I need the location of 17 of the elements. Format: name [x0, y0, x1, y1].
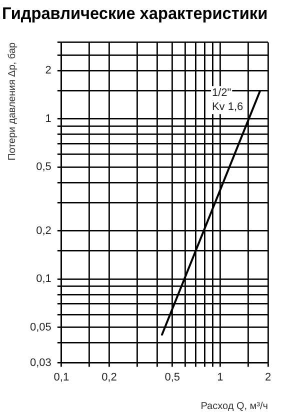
y-axis-title: Потери давления Δp, бар — [6, 42, 18, 160]
annotation: Kv 1,6 — [212, 101, 244, 114]
x-tick-label: 0,2 — [102, 371, 117, 384]
y-tick-label: 0,05 — [30, 321, 52, 334]
y-tick-label: 0,1 — [36, 273, 52, 286]
annotation: 1/2" — [212, 87, 232, 100]
y-tick-label: 0,2 — [36, 224, 52, 237]
y-tick-label: 1 — [45, 112, 52, 125]
y-tick-label: 2 — [45, 64, 52, 77]
y-tick-label: 0,5 — [36, 161, 52, 174]
x-tick-label: 2 — [264, 371, 272, 384]
x-axis-title: Расход Q, м³/ч — [200, 400, 268, 412]
x-tick-label: 0,5 — [164, 371, 180, 384]
x-tick-label: 1 — [217, 371, 224, 384]
chart-title: Гидравлические характеристики — [2, 4, 268, 23]
y-tick-label: 0,03 — [30, 356, 52, 369]
x-tick-label: 0,1 — [54, 371, 70, 384]
